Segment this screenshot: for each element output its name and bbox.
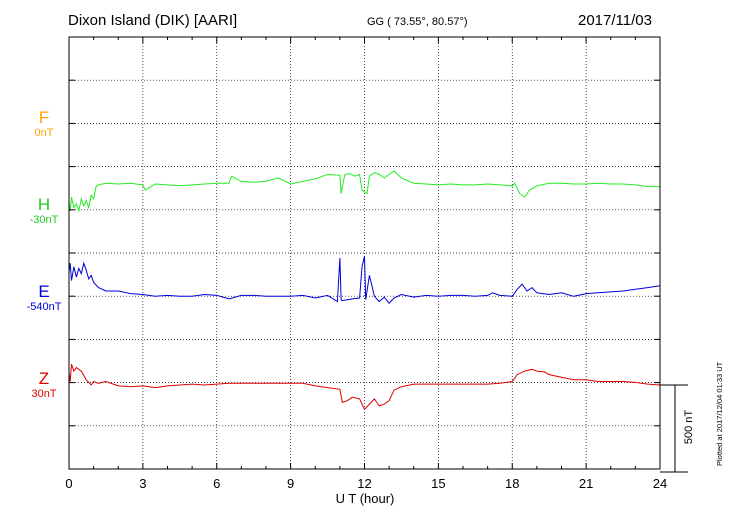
x-tick-label: 12 bbox=[357, 476, 371, 491]
baseline-z: 30nT bbox=[31, 388, 57, 400]
x-tick-label: 24 bbox=[653, 476, 667, 491]
series-name-h: H bbox=[37, 195, 51, 214]
x-tick-label: 9 bbox=[287, 476, 294, 491]
series-name-z: Z bbox=[38, 369, 50, 388]
label-e: E -540nT bbox=[14, 283, 74, 314]
x-tick-label: 18 bbox=[505, 476, 519, 491]
label-z: Z 30nT bbox=[14, 370, 74, 401]
baseline-e: -540nT bbox=[26, 301, 62, 313]
label-f: F 0nT bbox=[14, 109, 74, 140]
series-name-e: E bbox=[38, 282, 50, 301]
x-tick-label: 6 bbox=[213, 476, 220, 491]
chart-date: 2017/11/03 bbox=[578, 12, 652, 29]
baseline-h: -30nT bbox=[29, 214, 59, 226]
label-h: H -30nT bbox=[14, 196, 74, 227]
plotted-note: Plotted at 2017/12/04 01:33 UT bbox=[715, 361, 724, 466]
series-name-f: F bbox=[38, 108, 50, 127]
axes-layer: 0 3 6 9 12 15 18 21 24 bbox=[65, 36, 688, 491]
scale-bar-label: 500 nT bbox=[683, 410, 695, 445]
series-line-z bbox=[68, 363, 661, 411]
x-tick-label: 15 bbox=[431, 476, 445, 491]
x-tick-label: 21 bbox=[579, 476, 593, 491]
series-line-e bbox=[68, 256, 661, 304]
geographic-coordinates: GG ( 73.55°, 80.57°) bbox=[367, 16, 468, 28]
grid-lines bbox=[69, 37, 660, 469]
station-title: Dixon Island (DIK) [AARI] bbox=[68, 12, 238, 29]
series-line-h bbox=[68, 170, 660, 213]
x-axis-label: U T (hour) bbox=[336, 491, 395, 506]
x-tick-label: 0 bbox=[65, 476, 72, 491]
baseline-f: 0nT bbox=[34, 127, 54, 139]
series-layer bbox=[68, 170, 661, 411]
x-tick-label: 3 bbox=[139, 476, 146, 491]
